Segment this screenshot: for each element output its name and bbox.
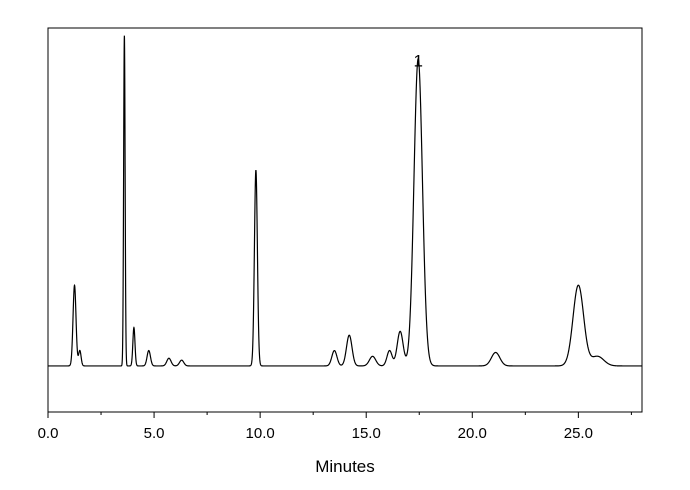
- x-axis-ticks: [47, 412, 632, 418]
- x-tick-label: 20.0: [458, 425, 487, 442]
- x-tick-label: 15.0: [352, 425, 381, 442]
- x-tick-label: 5.0: [144, 425, 165, 442]
- x-tick-label: 10.0: [246, 425, 275, 442]
- x-tick-label: 25.0: [564, 425, 593, 442]
- x-axis-title: Minutes: [315, 457, 375, 476]
- plot-frame: [47, 27, 643, 413]
- x-tick-label: 0.0: [38, 425, 59, 442]
- x-axis-tick-labels: 0.0 5.0 10.0 15.0 20.0 25.0: [38, 425, 593, 442]
- chromatogram-trace: [48, 35, 642, 367]
- peak-annotations: 1: [413, 51, 422, 70]
- peak-label: 1: [413, 51, 422, 70]
